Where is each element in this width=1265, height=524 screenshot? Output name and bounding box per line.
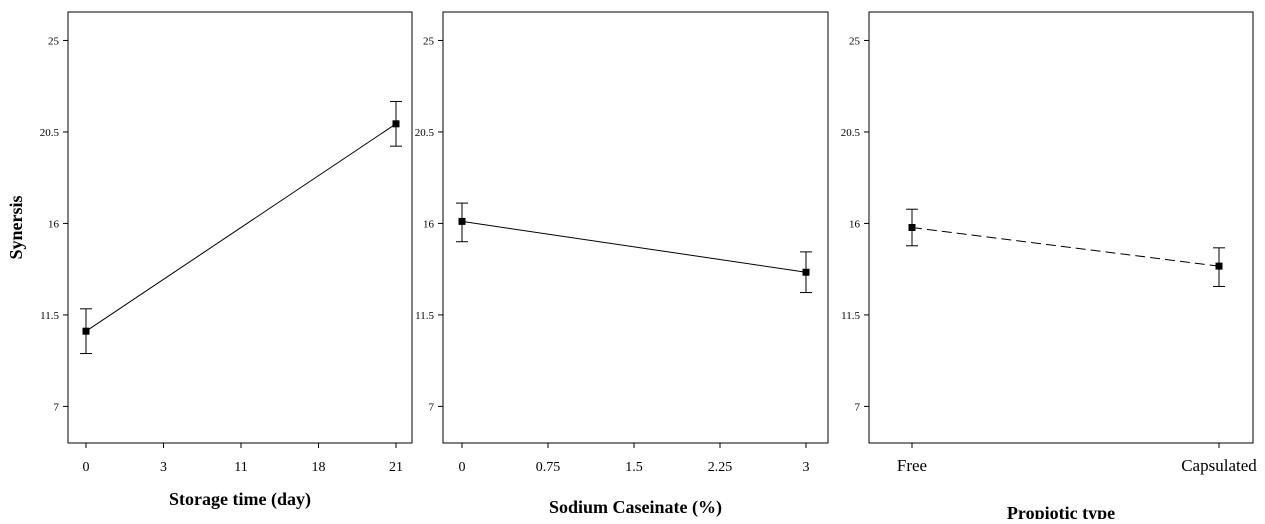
x-axis-title: Storage time (day) [169,489,311,510]
y-tick-label: 25 [849,35,861,47]
y-tick-label: 11.5 [841,310,860,322]
x-tick-label: 2.25 [708,460,733,475]
y-tick-label: 11.5 [40,310,59,322]
x-tick-label: Free [897,456,927,475]
plot-frame [868,11,1254,444]
data-point [458,217,466,225]
x-tick-label: 0 [459,460,466,475]
chart-panel-1: 7 11.5 16 20.5 25 0 3 11 18 21 Storage time (day) S… [6,11,413,510]
x-tick-label: 0.75 [536,460,561,475]
y-tick-label: 16 [48,218,60,230]
data-point [82,327,90,335]
y-tick-label: 11.5 [415,310,434,322]
x-tick-label: 1.5 [625,460,643,475]
data-point [392,120,400,128]
x-axis-title: Sodium Caseinate (%) [549,497,722,518]
y-tick-label: 20.5 [40,127,60,139]
y-tick-label: 7 [429,401,435,413]
y-tick-label: 20.5 [415,127,435,139]
y-tick-label: 7 [855,401,861,413]
plot-frame [442,11,829,444]
x-tick-label: 18 [312,460,326,475]
x-tick-label: 21 [389,460,403,475]
y-tick-label: 7 [54,401,60,413]
x-tick-label: 0 [83,460,90,475]
x-tick-label: 3 [803,460,810,475]
plot-frame [67,11,413,444]
y-axis-title: Synersis [6,195,26,259]
data-point [802,268,810,276]
x-tick-label: 3 [160,460,167,475]
data-point [908,224,916,231]
y-tick-label: 20.5 [841,127,861,139]
x-tick-label: Capsulated [1181,456,1257,475]
series-line [461,220,807,273]
y-tick-label: 16 [423,218,435,230]
y-tick-label: 25 [423,35,435,47]
x-axis-title: Propiotic type [1007,503,1115,519]
series-line [911,227,1220,267]
y-tick-label: 25 [48,35,60,47]
x-tick-label: 11 [234,460,247,475]
chart-panel-2: 7 11.5 16 20.5 25 0 0.75 1.5 2.25 3 Sodium Caseina… [415,11,829,518]
series-line [85,123,397,332]
y-tick-label: 16 [849,218,861,230]
data-point [1215,262,1223,270]
chart-panel-3: 7 11.5 16 20.5 25 Free Capsulated Propiotic typ… [841,11,1257,523]
